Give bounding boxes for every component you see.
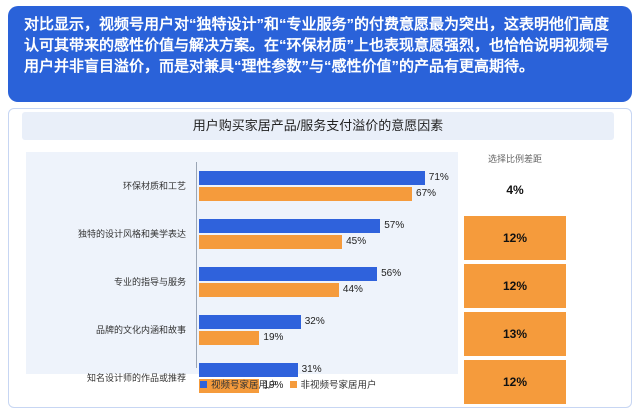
difference-header: 选择比例差距 (487, 154, 542, 164)
bar-value-label: 19% (263, 332, 284, 343)
legend: 视频号家居用户 非视频号家居用户 (200, 377, 460, 391)
category-axis-line (196, 162, 197, 368)
bar-value-label: 31% (301, 364, 322, 375)
bar-series-1 (199, 187, 413, 201)
category-label: 专业的指导与服务 (113, 277, 186, 287)
legend-label: 非视频号家居用户 (300, 380, 377, 391)
bar-series-1 (199, 379, 260, 393)
difference-value: 13% (464, 312, 566, 356)
bar-series-1 (199, 235, 343, 249)
legend-swatch-blue (200, 380, 207, 388)
bar-value-label: 71% (428, 172, 449, 183)
bar-series-0 (199, 267, 378, 281)
summary-banner: 对比显示，视频号用户对“独特设计”和“专业服务”的付费意愿最为突出，这表明他们高… (8, 6, 632, 102)
difference-value: 4% (506, 183, 524, 197)
bar-series-0 (199, 363, 298, 377)
bar-series-1 (199, 331, 260, 345)
category-label: 知名设计师的作品或推荐 (86, 373, 186, 383)
bar-value-label: 32% (304, 316, 325, 327)
legend-item-series-0: 视频号家居用户 (200, 377, 278, 391)
difference-value: 12% (464, 360, 566, 404)
category-label: 品牌的文化内涵和故事 (95, 325, 186, 335)
bar-value-label: 67% (416, 188, 437, 199)
legend-label: 视频号家居用户 (211, 380, 278, 391)
difference-value: 12% (464, 264, 566, 308)
category-label: 独特的设计风格和美学表达 (77, 229, 186, 239)
difference-value: 12% (464, 216, 566, 260)
summary-text: 对比显示，视频号用户对“独特设计”和“专业服务”的付费意愿最为突出，这表明他们高… (24, 16, 610, 75)
bar-value-label: 57% (384, 220, 405, 231)
legend-swatch-orange (289, 380, 297, 388)
bar-series-0 (199, 219, 381, 233)
bar-value-label: 44% (342, 284, 363, 295)
bar-series-1 (199, 283, 339, 297)
bar-series-0 (199, 315, 301, 329)
bar-series-0 (199, 171, 425, 185)
chart-title: 用户购买家居产品/服务支付溢价的意愿因素 (22, 112, 614, 140)
bar-value-label: 45% (346, 236, 367, 247)
legend-item-series-1: 非视频号家居用户 (289, 377, 377, 391)
category-label: 环保材质和工艺 (122, 181, 186, 191)
bar-value-label: 56% (381, 268, 402, 279)
bar-value-label: 19% (263, 380, 284, 391)
